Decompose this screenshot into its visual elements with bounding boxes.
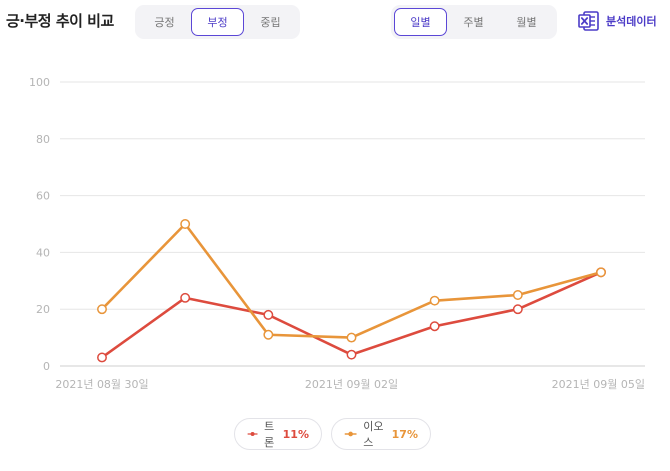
data-point-1 <box>180 219 191 229</box>
data-point-1 <box>346 332 357 343</box>
y-tick-label: 100 <box>29 76 50 89</box>
legend-item-eos[interactable]: 이오스 17% <box>331 418 431 450</box>
data-points <box>97 219 606 363</box>
data-point-0 <box>512 304 523 315</box>
data-point-1 <box>512 290 523 300</box>
excel-file-icon <box>578 11 599 31</box>
data-point-1 <box>97 304 107 315</box>
legend-label: 트론 <box>264 420 275 449</box>
data-point-0 <box>346 349 357 360</box>
tab-daily[interactable]: 일별 <box>394 8 447 36</box>
series-line-0 <box>100 270 603 359</box>
data-point-1 <box>263 329 274 340</box>
tab-neutral[interactable]: 중립 <box>260 16 281 29</box>
data-point-0 <box>429 321 440 332</box>
sentiment-toggle: 긍정 부정 중립 <box>135 5 300 39</box>
x-tick-label: 2021년 08월 30일 <box>55 377 148 391</box>
data-point-1 <box>429 295 440 306</box>
y-tick-label: 20 <box>36 303 50 316</box>
data-point-1 <box>596 267 606 278</box>
line-chart: 0 20 40 60 80 100 2021년 08월 30일 2021년 09월 02일 20… <box>29 76 645 391</box>
y-tick-label: 80 <box>36 133 50 146</box>
legend-marker-icon <box>344 431 357 437</box>
export-data-button[interactable]: 분석데이터 <box>578 10 657 32</box>
export-data-label: 분석데이터 <box>606 15 657 28</box>
x-tick-label: 2021년 09월 05일 <box>552 377 645 391</box>
chart-title: 긍·부정 추이 비교 <box>6 12 114 30</box>
data-point-0 <box>263 309 274 320</box>
legend-percent: 11% <box>282 427 309 441</box>
legend-marker-icon <box>247 432 258 436</box>
legend-label: 이오스 <box>363 420 384 449</box>
legend-percent: 17% <box>391 427 418 441</box>
y-tick-label: 0 <box>43 360 50 373</box>
axis-labels: 0 20 40 60 80 100 2021년 08월 30일 2021년 09월 02일 20… <box>29 76 645 391</box>
tab-negative[interactable]: 부정 <box>191 8 244 36</box>
y-tick-label: 40 <box>36 246 50 259</box>
legend-item-tron[interactable]: 트론 11% <box>234 418 322 450</box>
data-point-0 <box>180 292 191 303</box>
period-toggle: 일별 주별 월별 <box>391 5 557 39</box>
tab-monthly[interactable]: 월별 <box>516 16 537 29</box>
data-point-0 <box>97 352 107 363</box>
tab-weekly[interactable]: 주별 <box>463 16 484 29</box>
tab-positive[interactable]: 긍정 <box>154 16 175 29</box>
series-line-1 <box>100 222 603 339</box>
y-tick-label: 60 <box>36 190 50 203</box>
x-tick-label: 2021년 09월 02일 <box>305 377 398 391</box>
